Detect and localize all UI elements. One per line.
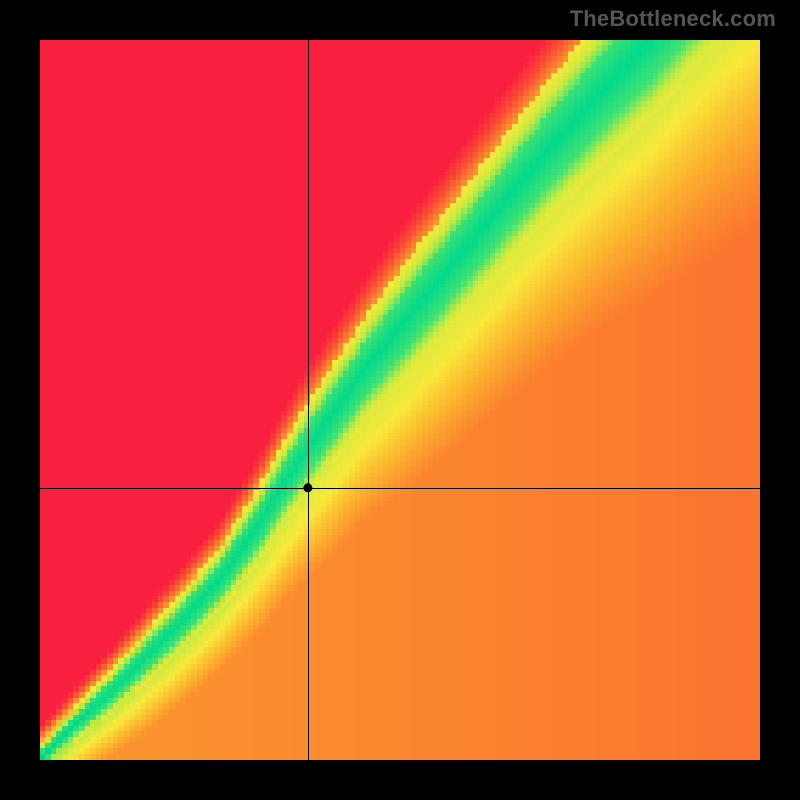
bottleneck-heatmap [40,40,760,760]
watermark-text: TheBottleneck.com [570,6,776,32]
plot-area [40,40,760,760]
chart-stage: TheBottleneck.com [0,0,800,800]
